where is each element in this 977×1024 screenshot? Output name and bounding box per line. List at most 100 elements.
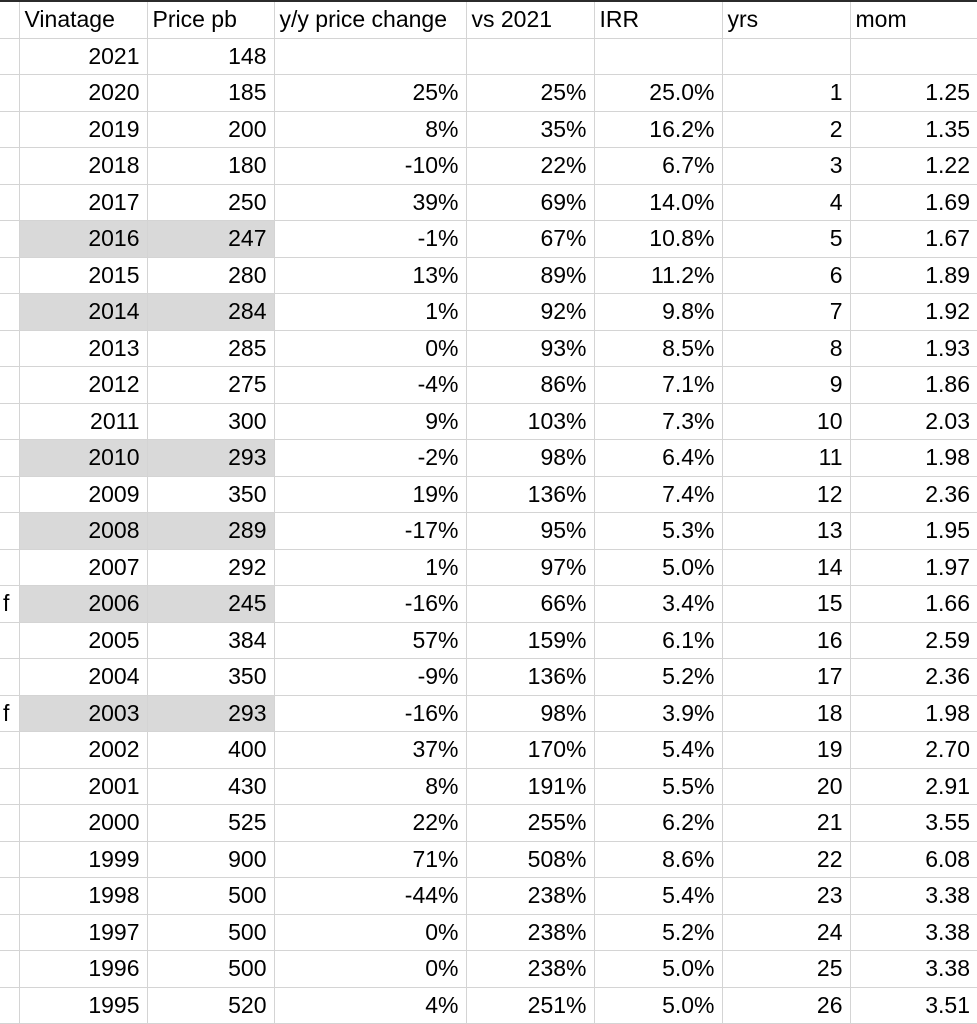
cell-vintage[interactable]: 2010 [18,439,148,477]
header-cell-mom[interactable]: mom [849,2,977,39]
cell-price[interactable]: 180 [146,147,275,185]
cell-vs2021[interactable]: 238% [465,950,595,988]
cell-mom[interactable]: 1.92 [849,293,977,331]
cell-vintage[interactable]: 2005 [18,621,148,659]
cell-mom[interactable] [849,37,977,75]
cell-yoy[interactable]: 39% [273,183,467,221]
cell-price[interactable]: 250 [146,183,275,221]
cell-marker[interactable] [0,147,20,185]
header-cell-yoy[interactable]: y/y price change [273,2,467,39]
cell-marker[interactable] [0,74,20,112]
cell-price[interactable]: 500 [146,913,275,951]
cell-price[interactable]: 300 [146,402,275,440]
cell-marker[interactable] [0,366,20,404]
cell-vs2021[interactable]: 97% [465,548,595,586]
cell-yoy[interactable] [273,37,467,75]
cell-marker[interactable]: f [0,694,20,732]
cell-vs2021[interactable]: 191% [465,767,595,805]
cell-irr[interactable]: 7.1% [593,366,723,404]
cell-mom[interactable]: 1.86 [849,366,977,404]
cell-irr[interactable]: 16.2% [593,110,723,148]
cell-marker[interactable] [0,220,20,258]
cell-vintage[interactable]: 1997 [18,913,148,951]
cell-yoy[interactable]: 8% [273,767,467,805]
cell-mom[interactable]: 3.38 [849,877,977,915]
cell-price[interactable]: 400 [146,731,275,769]
cell-price[interactable]: 525 [146,804,275,842]
cell-mom[interactable]: 1.89 [849,256,977,294]
cell-price[interactable]: 285 [146,329,275,367]
cell-marker[interactable] [0,621,20,659]
cell-marker[interactable] [0,183,20,221]
cell-mom[interactable]: 2.91 [849,767,977,805]
cell-irr[interactable]: 5.4% [593,877,723,915]
cell-yrs[interactable]: 10 [721,402,851,440]
cell-mom[interactable]: 1.98 [849,439,977,477]
cell-yrs[interactable]: 1 [721,74,851,112]
cell-yrs[interactable]: 17 [721,658,851,696]
cell-vintage[interactable]: 2021 [18,37,148,75]
cell-yoy[interactable]: -2% [273,439,467,477]
header-cell-yrs[interactable]: yrs [721,2,851,39]
cell-price[interactable]: 148 [146,37,275,75]
cell-price[interactable]: 350 [146,658,275,696]
cell-yoy[interactable]: -44% [273,877,467,915]
cell-yoy[interactable]: 0% [273,950,467,988]
cell-vintage[interactable]: 1996 [18,950,148,988]
cell-mom[interactable]: 2.36 [849,658,977,696]
cell-irr[interactable]: 11.2% [593,256,723,294]
cell-yrs[interactable]: 11 [721,439,851,477]
cell-mom[interactable]: 1.93 [849,329,977,367]
cell-price[interactable]: 350 [146,475,275,513]
cell-irr[interactable]: 7.4% [593,475,723,513]
cell-yrs[interactable] [721,37,851,75]
cell-yrs[interactable]: 21 [721,804,851,842]
cell-vs2021[interactable]: 86% [465,366,595,404]
cell-irr[interactable]: 8.5% [593,329,723,367]
cell-marker[interactable] [0,548,20,586]
cell-marker[interactable] [0,840,20,878]
cell-mom[interactable]: 1.98 [849,694,977,732]
cell-mom[interactable]: 2.03 [849,402,977,440]
cell-vs2021[interactable]: 136% [465,658,595,696]
cell-price[interactable]: 280 [146,256,275,294]
cell-yoy[interactable]: 1% [273,293,467,331]
cell-yoy[interactable]: -17% [273,512,467,550]
cell-vs2021[interactable]: 66% [465,585,595,623]
cell-irr[interactable]: 3.4% [593,585,723,623]
cell-price[interactable]: 185 [146,74,275,112]
cell-yoy[interactable]: 37% [273,731,467,769]
cell-mom[interactable]: 1.35 [849,110,977,148]
cell-yrs[interactable]: 5 [721,220,851,258]
cell-yoy[interactable]: 0% [273,329,467,367]
cell-mom[interactable]: 1.25 [849,74,977,112]
cell-vintage[interactable]: 2006 [18,585,148,623]
cell-price[interactable]: 247 [146,220,275,258]
cell-vs2021[interactable]: 35% [465,110,595,148]
cell-yoy[interactable]: 25% [273,74,467,112]
cell-vs2021[interactable]: 98% [465,694,595,732]
header-cell-vintage[interactable]: Vinatage [18,2,148,39]
cell-yrs[interactable]: 15 [721,585,851,623]
cell-yrs[interactable]: 14 [721,548,851,586]
cell-vintage[interactable]: 2019 [18,110,148,148]
cell-mom[interactable]: 6.08 [849,840,977,878]
cell-vs2021[interactable]: 95% [465,512,595,550]
cell-marker[interactable] [0,986,20,1024]
cell-price[interactable]: 520 [146,986,275,1024]
cell-vs2021[interactable]: 238% [465,913,595,951]
cell-irr[interactable] [593,37,723,75]
cell-irr[interactable]: 5.0% [593,986,723,1024]
cell-marker[interactable] [0,110,20,148]
cell-yrs[interactable]: 4 [721,183,851,221]
cell-vs2021[interactable]: 255% [465,804,595,842]
cell-vintage[interactable]: 2008 [18,512,148,550]
cell-marker[interactable] [0,658,20,696]
cell-mom[interactable]: 1.69 [849,183,977,221]
cell-marker[interactable] [0,950,20,988]
cell-mom[interactable]: 1.67 [849,220,977,258]
cell-irr[interactable]: 25.0% [593,74,723,112]
cell-marker[interactable] [0,913,20,951]
cell-vs2021[interactable]: 93% [465,329,595,367]
cell-vs2021[interactable]: 159% [465,621,595,659]
